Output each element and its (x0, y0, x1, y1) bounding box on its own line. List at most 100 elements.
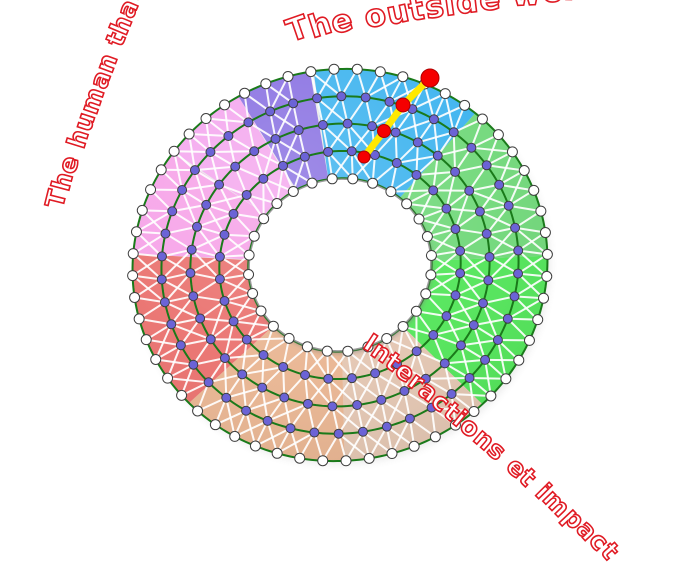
path-node-outer[interactable] (421, 69, 439, 87)
node-interior (421, 374, 430, 383)
node-interior (503, 314, 512, 323)
node-interior (229, 317, 238, 326)
path-node-mid-1[interactable] (378, 125, 391, 138)
node-interior (429, 186, 438, 195)
node-boundary (169, 146, 179, 156)
node-interior (433, 151, 442, 160)
node-interior (193, 222, 202, 231)
node-interior (271, 134, 280, 143)
node-interior (301, 370, 310, 379)
node-boundary (477, 114, 487, 124)
label-char: a (571, 514, 604, 546)
node-boundary (250, 441, 260, 451)
node-interior (429, 331, 438, 340)
node-boundary (536, 206, 546, 216)
node-boundary (486, 391, 496, 401)
node-boundary (426, 270, 436, 280)
node-interior (447, 390, 456, 399)
node-interior (456, 269, 465, 278)
node-interior (514, 246, 523, 255)
node-interior (456, 341, 465, 350)
node-boundary (295, 453, 305, 463)
node-boundary (128, 271, 138, 281)
node-interior (318, 120, 327, 129)
node-boundary (151, 355, 161, 365)
node-boundary (514, 355, 524, 365)
node-boundary (430, 432, 440, 442)
node-interior (206, 335, 215, 344)
node-interior (493, 336, 502, 345)
node-boundary (501, 374, 511, 384)
path-node-mid-2[interactable] (396, 98, 410, 112)
node-boundary (341, 456, 351, 466)
node-interior (469, 321, 478, 330)
node-boundary (244, 270, 254, 280)
node-boundary (256, 306, 266, 316)
node-boundary (141, 335, 151, 345)
node-interior (310, 428, 319, 437)
node-interior (220, 230, 229, 239)
node-boundary (387, 449, 397, 459)
node-boundary (318, 456, 328, 466)
node-interior (482, 161, 491, 170)
node-interior (157, 252, 166, 261)
node-interior (259, 351, 268, 360)
node-interior (482, 229, 491, 238)
node-interior (289, 99, 298, 108)
node-interior (337, 92, 346, 101)
node-interior (286, 424, 295, 433)
node-interior (263, 416, 272, 425)
node-boundary (402, 199, 412, 209)
node-interior (465, 374, 474, 383)
node-interior (495, 180, 504, 189)
node-interior (242, 406, 251, 415)
node-boundary (540, 228, 550, 238)
node-interior (334, 429, 343, 438)
node-boundary (288, 186, 298, 196)
node-interior (206, 148, 215, 157)
node-boundary (539, 293, 549, 303)
node-interior (258, 383, 267, 392)
node-boundary (398, 72, 408, 82)
node-boundary (230, 431, 240, 441)
node-interior (368, 122, 377, 131)
node-interior (371, 369, 380, 378)
path-node-inner[interactable] (358, 151, 370, 163)
label-char: c (583, 526, 615, 557)
node-boundary (306, 67, 316, 77)
node-boundary (460, 100, 470, 110)
node-interior (204, 378, 213, 387)
node-interior (465, 186, 474, 195)
node-boundary (137, 205, 147, 215)
node-boundary (382, 334, 392, 344)
node-boundary (414, 214, 424, 224)
node-interior (176, 341, 185, 350)
node-interior (382, 422, 391, 431)
node-interior (481, 355, 490, 364)
node-interior (238, 370, 247, 379)
node-boundary (348, 174, 358, 184)
node-boundary (329, 64, 339, 74)
node-interior (484, 276, 493, 285)
node-interior (442, 204, 451, 213)
node-boundary (469, 406, 479, 416)
node-interior (514, 269, 523, 278)
node-interior (412, 170, 421, 179)
node-boundary (368, 178, 378, 188)
node-boundary (249, 231, 259, 241)
node-interior (392, 159, 401, 168)
node-boundary (398, 321, 408, 331)
node-boundary (244, 250, 254, 260)
node-boundary (363, 342, 373, 352)
node-boundary (268, 321, 278, 331)
node-interior (187, 245, 196, 254)
node-boundary (519, 166, 529, 176)
node-boundary (177, 390, 187, 400)
node-boundary (343, 346, 353, 356)
spoke-edge (426, 378, 470, 379)
node-interior (347, 147, 356, 156)
node-boundary (283, 71, 293, 81)
node-boundary (307, 178, 317, 188)
node-interior (324, 374, 333, 383)
node-interior (347, 374, 356, 383)
